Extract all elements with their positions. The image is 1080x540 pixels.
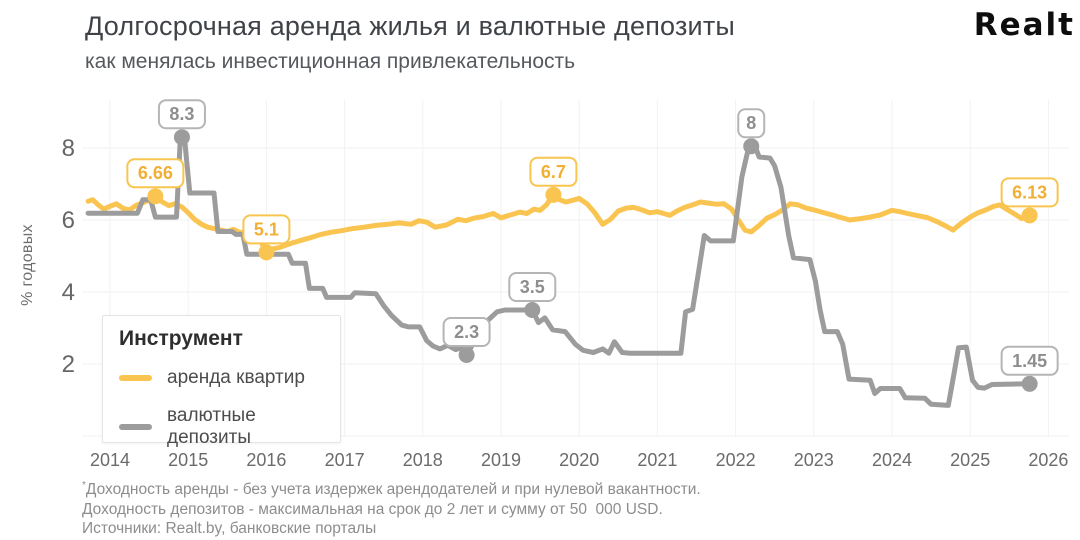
- y-tick-label: 6: [62, 207, 75, 234]
- legend-label-rent: аренда квартир: [167, 367, 305, 388]
- chart-subtitle: как менялась инвестиционная привлекатель…: [85, 50, 576, 73]
- x-tick-label: 2019: [481, 450, 521, 470]
- annotation-dot: [524, 302, 541, 318]
- annotation-label: 6.66: [138, 163, 173, 183]
- x-tick-label: 2022: [716, 450, 756, 470]
- x-tick-label: 2015: [168, 450, 208, 470]
- x-tick-label: 2021: [637, 450, 677, 470]
- deposits-line: [85, 134, 1033, 408]
- annotation-label: 5.1: [254, 219, 279, 239]
- footnote-1: *Доходность аренды - без учета издержек …: [82, 480, 701, 499]
- footnote-3: Источники: Realt.by, банковские порталы: [82, 520, 377, 538]
- annotation-label: 8: [746, 113, 756, 133]
- x-tick-label: 2026: [1028, 450, 1068, 470]
- annotation-label-box: [242, 214, 291, 245]
- legend-label-deposits: валютные депозиты: [167, 405, 256, 448]
- annotation-label-box: [1000, 177, 1059, 208]
- x-tick-label: 2018: [403, 450, 443, 470]
- footnotes: *Доходность аренды - без учета издержек …: [82, 476, 701, 539]
- annotation-label: 2.3: [454, 322, 479, 342]
- footnote-2: Доходность депозитов - максимальная на с…: [82, 500, 663, 518]
- footnote-marker: *: [82, 480, 86, 491]
- annotation-label-box: [1000, 345, 1059, 376]
- x-tick-label: 2025: [950, 450, 990, 470]
- x-tick-label: 2023: [794, 450, 834, 470]
- annotation-label: 6.7: [541, 162, 566, 182]
- annotation-dot: [258, 244, 275, 261]
- annotation-label-box: [157, 99, 206, 130]
- annotation-label: 6.13: [1012, 182, 1047, 202]
- deposits-line-swatch: [119, 424, 152, 430]
- y-tick-label: 4: [62, 279, 75, 306]
- annotation-dot: [545, 186, 562, 203]
- annotation-dot: [173, 129, 190, 146]
- annotation-label-box: [442, 317, 491, 347]
- chart-title: Долгосрочная аренда жилья и валютные деп…: [85, 11, 735, 41]
- x-tick-label: 2020: [559, 450, 599, 470]
- x-tick-label: 2014: [90, 450, 130, 470]
- annotation-dot: [1021, 207, 1038, 224]
- annotation-dot: [458, 347, 475, 363]
- annotation-dot: [147, 188, 164, 205]
- realt-logo: Realt: [973, 7, 1075, 43]
- annotation-label-box: [508, 272, 557, 302]
- rent-line: [85, 192, 1033, 255]
- annotation-label-box: [737, 108, 766, 139]
- y-tick-label: 2: [62, 351, 75, 378]
- y-axis-title: % годовых: [19, 224, 36, 306]
- x-tick-label: 2017: [325, 450, 365, 470]
- annotation-label: 1.45: [1012, 351, 1047, 371]
- annotation-label-box: [529, 156, 578, 187]
- legend: Инструмент аренда квартир валютные депоз…: [102, 315, 341, 448]
- rent-line-swatch: [119, 375, 152, 381]
- legend-item-deposits[interactable]: валютные депозиты: [119, 405, 324, 449]
- y-tick-label: 8: [62, 135, 75, 162]
- annotation-label: 8.3: [169, 104, 194, 124]
- annotation-dot: [1021, 375, 1038, 392]
- x-tick-label: 2016: [246, 450, 286, 470]
- annotation-label-box: [126, 158, 185, 189]
- annotation-label: 3.5: [520, 277, 545, 297]
- annotation-dot: [743, 138, 760, 155]
- legend-title: Инструмент: [119, 327, 243, 350]
- x-tick-label: 2024: [872, 450, 912, 470]
- legend-item-rent[interactable]: аренда квартир: [119, 367, 324, 389]
